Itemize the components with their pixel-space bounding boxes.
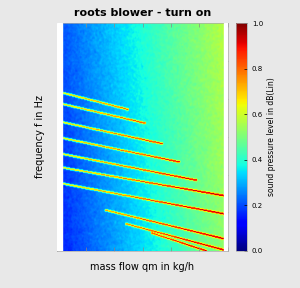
Y-axis label: sound pressure level in dB(Lin): sound pressure level in dB(Lin) (267, 77, 276, 196)
Y-axis label: frequency f in Hz: frequency f in Hz (35, 95, 45, 178)
Bar (57, 23, 62, 251)
X-axis label: mass flow qm in kg/h: mass flow qm in kg/h (90, 262, 195, 272)
Bar (224, 23, 228, 251)
Title: roots blower - turn on: roots blower - turn on (74, 8, 211, 18)
